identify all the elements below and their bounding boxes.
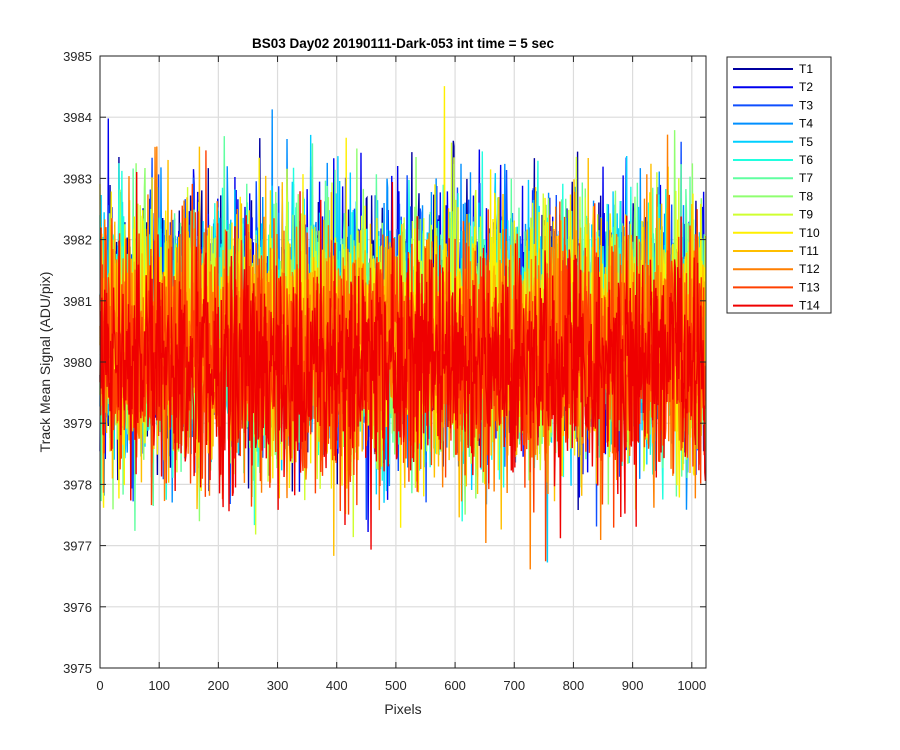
- legend-label: T8: [799, 189, 813, 203]
- legend-label: T14: [799, 299, 820, 313]
- legend-box: [726, 56, 832, 314]
- x-tick-label: 1000: [677, 678, 706, 693]
- y-tick-label: 3985: [63, 49, 92, 64]
- y-tick-label: 3979: [63, 416, 92, 431]
- y-tick-label: 3977: [63, 539, 92, 554]
- x-tick-label: 200: [208, 678, 230, 693]
- x-tick-label: 0: [96, 678, 103, 693]
- x-tick-label: 900: [622, 678, 644, 693]
- legend-label: T12: [799, 262, 820, 276]
- y-tick-label: 3983: [63, 171, 92, 186]
- chart-title: BS03 Day02 20190111-Dark-053 int time = …: [252, 36, 555, 51]
- y-tick-label: 3984: [63, 110, 92, 125]
- y-tick-label: 3980: [63, 355, 92, 370]
- legend-label: T4: [799, 117, 813, 131]
- series-line-t14: [99, 172, 707, 550]
- x-tick-label: 700: [503, 678, 525, 693]
- legend-label: T7: [799, 171, 813, 185]
- y-tick-label: 3982: [63, 233, 92, 248]
- legend-label: T6: [799, 153, 813, 167]
- legend-label: T2: [799, 80, 813, 94]
- y-tick-label: 3976: [63, 600, 92, 615]
- legend-label: T13: [799, 280, 820, 294]
- x-tick-label: 100: [148, 678, 170, 693]
- x-tick-label: 300: [267, 678, 289, 693]
- legend-label: T5: [799, 135, 813, 149]
- y-axis-title: Track Mean Signal (ADU/pix): [37, 272, 53, 453]
- legend-label: T3: [799, 98, 813, 112]
- x-axis-title: Pixels: [384, 701, 421, 717]
- legend-label: T9: [799, 208, 813, 222]
- ticks: 0 100 200 300 400 500 600 700 800 900 1000 3975 3976…: [63, 49, 706, 693]
- x-tick-label: 600: [444, 678, 466, 693]
- series-line-t13: [99, 150, 707, 562]
- y-tick-label: 3981: [63, 294, 92, 309]
- x-tick-label: 400: [326, 678, 348, 693]
- legend-label: T11: [799, 244, 819, 258]
- y-tick-label: 3978: [63, 477, 92, 492]
- series-layer: [99, 86, 707, 570]
- y-tick-label: 3975: [63, 661, 92, 676]
- legend-label: T10: [799, 226, 820, 240]
- legend: T1 T2 T3 T4 T5 T6 T7 T8 T9 T10 T11 T12 T13 T14: [726, 56, 832, 314]
- x-tick-label: 800: [563, 678, 585, 693]
- x-tick-label: 500: [385, 678, 407, 693]
- legend-label: T1: [799, 62, 813, 76]
